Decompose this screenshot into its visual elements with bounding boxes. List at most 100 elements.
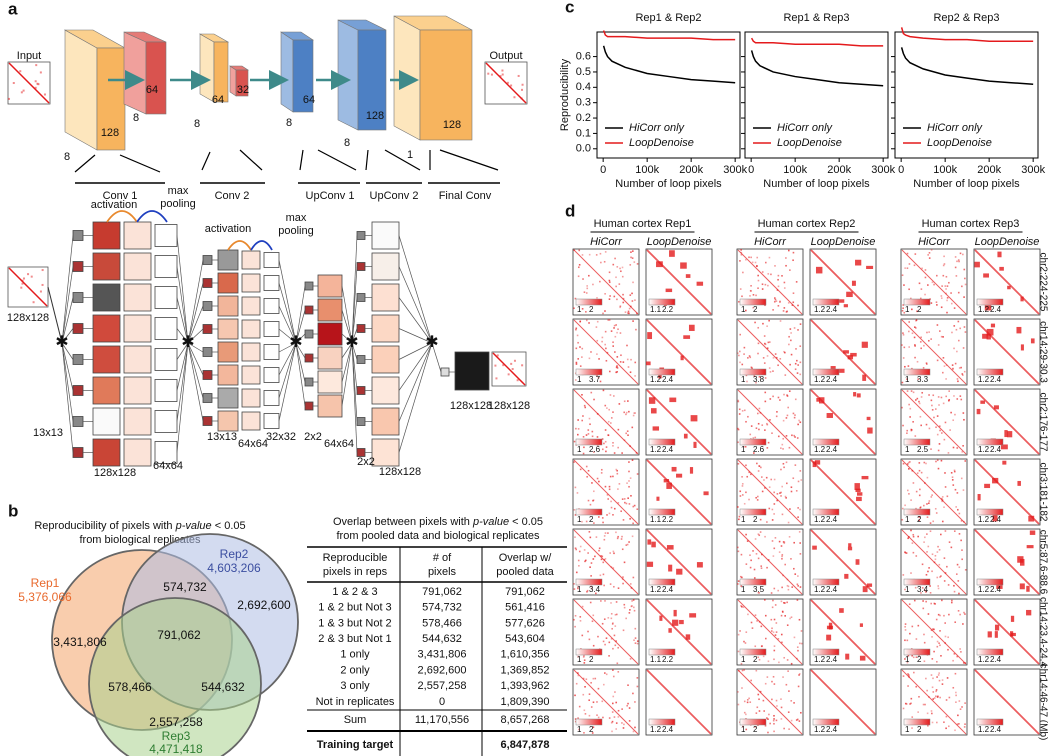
pixel: [746, 701, 749, 704]
pixel: [782, 601, 785, 604]
pixel: [608, 655, 610, 657]
pixel: [614, 351, 616, 353]
pixel: [949, 429, 951, 431]
label: 2: [589, 305, 594, 314]
pixel: [794, 573, 797, 575]
pixel: [867, 583, 873, 587]
pixel: [582, 278, 584, 280]
colorbar: [575, 718, 603, 726]
pixel: [935, 274, 938, 277]
pixel: [940, 533, 942, 536]
pixel: [937, 396, 940, 398]
kernel: [356, 355, 366, 364]
pixel: [947, 648, 949, 651]
pixel: [954, 729, 956, 732]
pixel: [743, 700, 746, 703]
pixel: [964, 702, 966, 704]
pixel: [764, 614, 767, 617]
pixel: [901, 344, 903, 346]
pixel: [596, 477, 599, 480]
label: 1: [577, 585, 582, 594]
pixel: [772, 357, 775, 359]
pixel: [931, 281, 934, 284]
pixel: [788, 690, 790, 692]
pixel: [579, 616, 582, 618]
pixel: [612, 695, 615, 698]
pixel: [745, 374, 748, 377]
label: 1.2: [650, 445, 662, 454]
pixel: [925, 677, 927, 680]
pixel: [574, 547, 577, 550]
pixel: [634, 637, 637, 639]
connector: [176, 342, 189, 422]
pixel: [605, 450, 607, 453]
pixel: [623, 561, 626, 564]
connector: [187, 342, 204, 376]
pixel: [904, 588, 906, 591]
pixel: [629, 658, 632, 660]
pixel: [608, 641, 611, 644]
pixel: [745, 563, 748, 565]
diagonal: [737, 599, 803, 665]
connector: [47, 286, 63, 344]
pixel: [937, 467, 940, 470]
label: activation: [205, 223, 251, 235]
pixel: [616, 367, 619, 369]
pixel: [617, 587, 620, 589]
pixel: [39, 71, 42, 74]
label: pixels: [428, 566, 457, 578]
pixel: [615, 531, 617, 534]
kernel: [202, 301, 213, 311]
pixel: [604, 485, 607, 488]
pixel: [578, 565, 580, 567]
pixel: [575, 682, 578, 685]
pixel: [767, 284, 769, 287]
pixel: [937, 545, 939, 548]
label: 4,471,418: [149, 742, 203, 756]
connector: [278, 342, 297, 422]
pixel: [950, 471, 953, 474]
pixel: [856, 492, 863, 496]
pixel: [608, 717, 611, 719]
pixel: [915, 685, 918, 688]
label: chr2:224-225: [1037, 253, 1048, 312]
pixel: [953, 530, 956, 532]
pixel: [615, 468, 618, 471]
pixel: [671, 466, 677, 472]
kernel: [72, 292, 84, 303]
colorbar: [903, 718, 931, 726]
pixel: [919, 341, 922, 343]
label: max: [168, 185, 189, 197]
pixel: [581, 605, 584, 608]
pixel: [920, 288, 923, 290]
colorbar: [903, 368, 931, 376]
label: Human cortex Rep1: [594, 218, 692, 230]
label: 1.2: [978, 375, 990, 384]
pixel: [761, 645, 763, 647]
pixel: [816, 398, 820, 402]
pixel: [838, 368, 845, 373]
pixel: [773, 491, 775, 494]
label: 1.2: [650, 375, 662, 384]
pixel: [785, 683, 788, 686]
pixel: [944, 486, 947, 488]
pixel: [766, 566, 768, 569]
pixel: [605, 673, 608, 676]
pixel: [35, 64, 38, 67]
label: 2,692,600: [237, 598, 291, 612]
thumbnail: [92, 221, 121, 250]
label: 1 & 2 but Not 3: [318, 602, 391, 614]
pixel: [581, 393, 583, 396]
connector: [176, 342, 189, 453]
pixel: [952, 484, 955, 486]
label: 3,431,806: [418, 649, 467, 661]
pixel: [636, 508, 639, 511]
pixel: [963, 326, 966, 328]
pixel: [936, 459, 939, 462]
pixel: [908, 674, 910, 676]
pixel: [617, 535, 619, 538]
pixel: [601, 700, 604, 703]
pixel: [936, 721, 938, 724]
pixel: [943, 557, 946, 559]
pixel: [636, 473, 639, 475]
